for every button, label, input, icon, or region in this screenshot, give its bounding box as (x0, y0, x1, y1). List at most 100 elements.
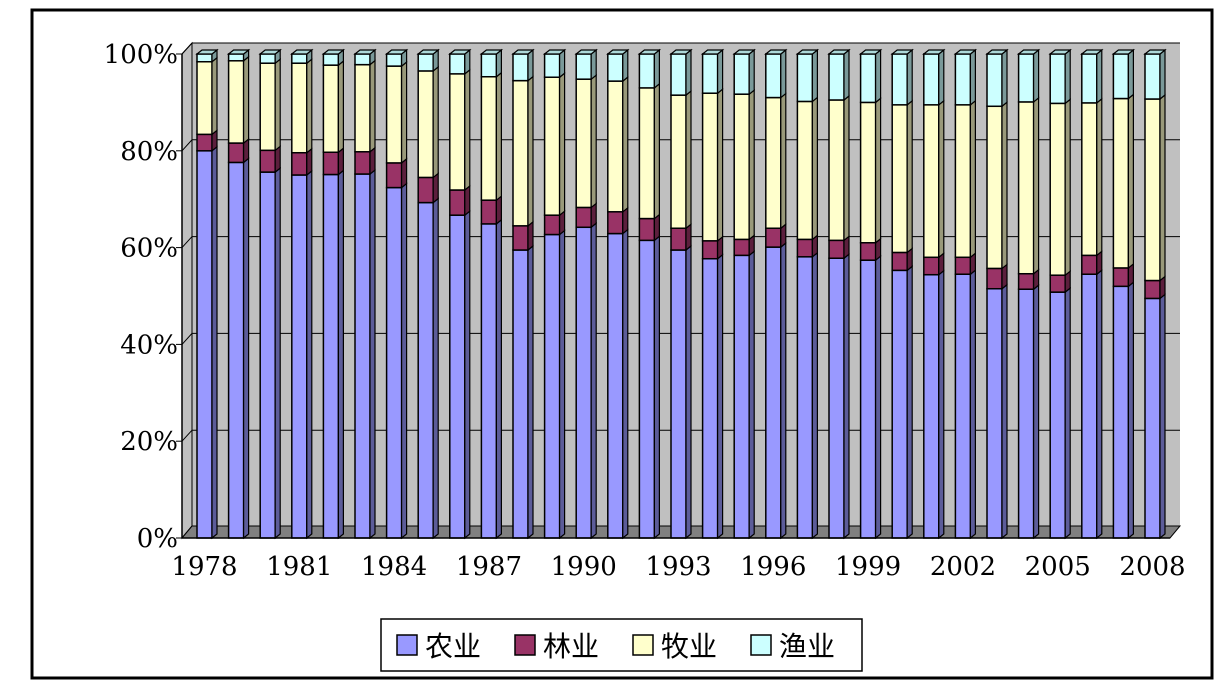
bar-segment-牧业 (859, 101, 877, 244)
bar-side-农业 (590, 222, 597, 540)
bar-side-农业 (780, 241, 787, 540)
bar-stack-1999 (858, 48, 883, 540)
bar-side-农业 (906, 265, 913, 540)
bar-segment-渔业 (449, 53, 466, 75)
bar-side-渔业 (1032, 48, 1040, 104)
bar-stack-1988 (511, 48, 535, 540)
bar-side-渔业 (811, 48, 819, 103)
bar-segment-渔业 (1112, 53, 1130, 100)
bar-stack-1991 (606, 48, 630, 540)
bar-segment-林业 (891, 251, 908, 272)
bar-segment-渔业 (543, 53, 561, 78)
bar-segment-林业 (828, 239, 845, 259)
bar-side-渔业 (1127, 48, 1135, 100)
bar-segment-农业 (638, 239, 656, 539)
bar-segment-农业 (196, 150, 213, 539)
bar-side-牧业 (495, 71, 502, 202)
x-tick-label: 1999 (835, 552, 901, 582)
bar-side-农业 (495, 218, 502, 540)
bar-segment-林业 (1081, 254, 1098, 275)
bar-segment-农业 (227, 161, 245, 539)
bar-segment-农业 (923, 273, 940, 539)
bar-top (606, 49, 630, 55)
bar-side-农业 (369, 168, 376, 540)
bar-side-农业 (432, 197, 439, 540)
bar-stack-1984 (384, 48, 409, 540)
bar-side-牧业 (969, 99, 977, 259)
bar-segment-渔业 (417, 53, 434, 72)
bar-top (195, 49, 219, 55)
bar-top (542, 49, 567, 55)
bar-segment-牧业 (607, 80, 624, 213)
bar-top (384, 49, 409, 55)
bar-stack-1992 (637, 48, 662, 540)
bar-segment-牧业 (891, 104, 908, 254)
bar-segment-牧业 (1144, 98, 1161, 282)
bar-segment-渔业 (512, 53, 529, 82)
gridline (181, 429, 1180, 442)
bar-segment-林业 (1144, 279, 1161, 300)
bar-side-牧业 (843, 94, 850, 242)
bar-segment-林业 (196, 133, 213, 152)
bar-segment-渔业 (1081, 53, 1098, 104)
bar-side-牧业 (874, 97, 882, 245)
x-tick-label: 1996 (740, 552, 806, 582)
bar-top (764, 49, 788, 55)
legend-box (380, 618, 863, 672)
bar-segment-农业 (733, 254, 750, 539)
bar-stack-2005 (1048, 48, 1072, 540)
bar-segment-林业 (512, 225, 529, 251)
bar-side-农业 (1032, 283, 1040, 540)
bar-side-农业 (211, 145, 218, 540)
bar-stack-1981 (290, 48, 314, 540)
bar-side-牧业 (1064, 98, 1071, 277)
bar-segment-牧业 (480, 75, 498, 201)
bar-segment-林业 (1112, 267, 1130, 288)
bar-segment-渔业 (638, 53, 656, 89)
bar-stack-2006 (1080, 48, 1104, 540)
bar-top (1016, 49, 1041, 55)
bar-stack-2003 (985, 48, 1009, 540)
legend-label: 林业 (543, 630, 599, 663)
bar-segment-牧业 (670, 94, 687, 229)
bar-segment-农业 (1049, 291, 1066, 539)
bar-top (1048, 49, 1072, 55)
bar-stack-1998 (827, 48, 851, 540)
x-tick-label: 1981 (266, 552, 332, 582)
bar-segment-牧业 (196, 60, 213, 136)
bar-segment-牧业 (828, 99, 845, 242)
bar-segment-林业 (1017, 272, 1035, 290)
bar-segment-渔业 (765, 53, 782, 99)
bar-segment-牧业 (1017, 101, 1035, 275)
bar-segment-牧业 (449, 73, 466, 191)
bar-segment-林业 (670, 227, 687, 251)
bar-top (321, 49, 346, 55)
bar-stack-1995 (732, 48, 756, 540)
bar-side-牧业 (1159, 93, 1166, 282)
bar-side-农业 (685, 244, 692, 540)
bar-segment-渔业 (322, 53, 340, 66)
bar-segment-渔业 (701, 53, 719, 94)
bar-segment-农业 (1081, 273, 1098, 539)
bar-segment-农业 (1017, 288, 1035, 539)
bar-segment-林业 (417, 176, 434, 204)
bar-segment-林业 (701, 240, 719, 260)
bar-segment-牧业 (575, 78, 592, 209)
bar-top (637, 49, 662, 55)
bar-segment-渔业 (954, 53, 972, 106)
gridline (181, 236, 1180, 248)
bar-stack-1985 (416, 48, 440, 540)
bar-side-农业 (969, 268, 977, 540)
bar-segment-林业 (859, 242, 877, 261)
bar-side-渔业 (938, 48, 945, 107)
bar-side-渔业 (843, 48, 850, 102)
bar-side-牧业 (306, 57, 313, 154)
bar-segment-林业 (354, 151, 371, 175)
legend-item-林业: 林业 (514, 630, 599, 663)
bar-top (922, 49, 946, 55)
bar-segment-牧业 (765, 96, 782, 229)
bar-side-农业 (938, 269, 945, 540)
bar-segment-渔业 (828, 53, 845, 101)
gridline (181, 332, 1180, 345)
